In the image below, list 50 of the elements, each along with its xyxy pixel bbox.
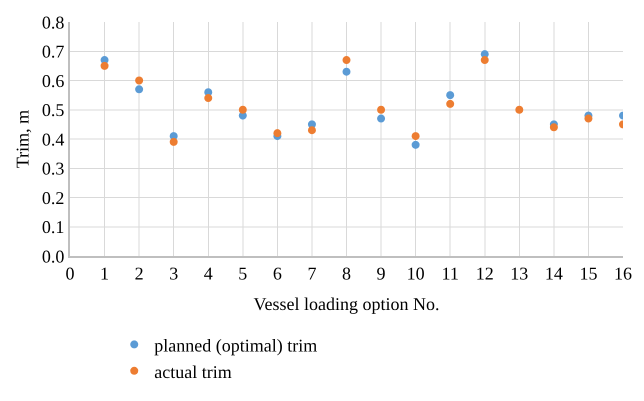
x-tick-label: 5 <box>238 264 248 284</box>
y-tick-label: 0.0 <box>42 246 64 266</box>
point <box>515 106 524 114</box>
y-tick-label: 0.5 <box>42 100 64 120</box>
point <box>550 123 558 132</box>
point <box>480 56 489 64</box>
y-tick-label: 0.1 <box>42 217 64 238</box>
point <box>412 132 420 140</box>
y-tick-label: 0.3 <box>42 158 64 179</box>
x-tick-label: 16 <box>614 264 632 284</box>
x-tick-label: 12 <box>476 264 494 284</box>
y-tick-label: 0.2 <box>42 188 64 208</box>
x-tick-label: 8 <box>342 264 351 284</box>
point <box>273 129 282 138</box>
point <box>584 114 592 123</box>
x-tick-label: 10 <box>406 264 425 284</box>
x-tick-label: 4 <box>204 264 213 284</box>
point <box>170 138 178 146</box>
y-tick-label: 0.7 <box>42 42 64 62</box>
y-tick-label: 0.8 <box>42 12 64 32</box>
x-tick-label: 7 <box>307 264 316 284</box>
x-tick-label: 13 <box>510 264 528 284</box>
point <box>308 126 316 134</box>
point <box>100 62 109 70</box>
x-tick-label: 6 <box>272 264 282 284</box>
x-tick-label: 14 <box>544 264 563 284</box>
y-axis-title: Trim, m <box>12 110 33 168</box>
point <box>412 140 420 149</box>
x-tick-label: 3 <box>169 264 178 284</box>
point <box>135 76 144 84</box>
legend-label: actual trim <box>154 362 232 382</box>
x-tick-label: 1 <box>100 264 110 284</box>
x-tick-label: 0 <box>66 264 74 284</box>
x-tick-label: 15 <box>579 264 598 284</box>
legend-label: planned (optimal) trim <box>154 335 318 356</box>
y-tick-label: 0.6 <box>42 70 64 91</box>
point <box>377 106 386 114</box>
x-tick-label: 11 <box>442 264 459 284</box>
point <box>342 68 350 76</box>
point <box>446 91 454 100</box>
point <box>135 85 144 94</box>
point <box>377 114 386 123</box>
point <box>238 106 247 114</box>
point <box>342 56 350 64</box>
point <box>204 94 212 102</box>
x-tick-label: 2 <box>134 264 144 284</box>
x-tick-label: 9 <box>376 264 386 284</box>
y-tick-label: 0.4 <box>42 129 64 150</box>
point <box>446 100 454 108</box>
x-axis-title: Vessel loading option No. <box>254 294 440 314</box>
